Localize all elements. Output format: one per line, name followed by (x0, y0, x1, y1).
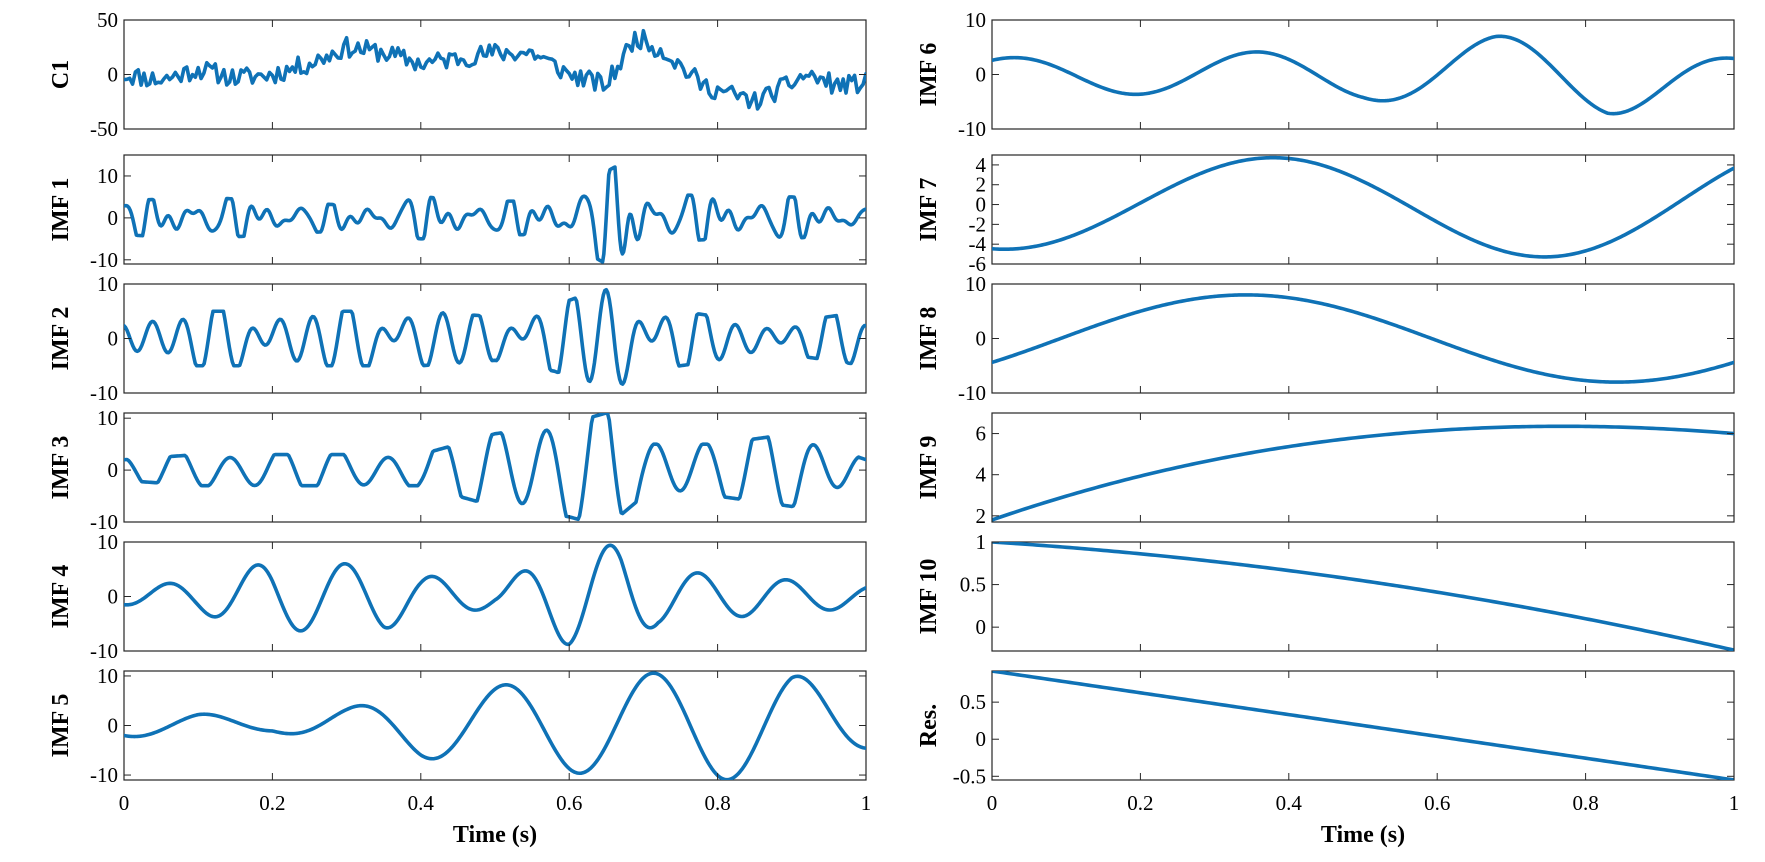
x-tick-label: 0.6 (1424, 791, 1450, 815)
y-tick-label: 0 (976, 327, 987, 351)
y-axis-label: IMF 4 (48, 565, 74, 629)
y-tick-label: 0 (108, 458, 119, 482)
series-line (124, 165, 866, 264)
y-axis-label: IMF 7 (916, 178, 942, 242)
y-tick-label: 0 (976, 193, 987, 217)
y-tick-label: -4 (969, 232, 987, 256)
axes-frame (123, 412, 867, 523)
x-tick-label: 0.2 (1127, 791, 1153, 815)
x-tick-label: 1 (1729, 791, 1740, 815)
y-tick-label: -0.5 (953, 764, 986, 788)
x-axis-label: Time (s) (453, 822, 537, 848)
panel-imf-9: 6 4 2 IMF 9 (916, 412, 1735, 528)
y-tick-label: 6 (976, 422, 987, 446)
y-tick-label: -50 (90, 117, 118, 141)
axes-frame (991, 283, 1735, 394)
series-line (992, 34, 1734, 116)
series-line (124, 671, 866, 780)
series-line (992, 424, 1734, 522)
panel-imf-8: 10 0 -10 IMF 8 (916, 272, 1735, 405)
x-tick-label: 0.4 (1276, 791, 1303, 815)
series-line (124, 413, 866, 522)
y-tick-label: -2 (969, 212, 987, 236)
axes-frame (991, 541, 1735, 652)
y-tick-label: 10 (97, 272, 118, 296)
axes-frame (123, 19, 867, 130)
x-tick-label: 0.8 (704, 791, 730, 815)
x-tick-label: 0.8 (1572, 791, 1598, 815)
y-tick-label: 0 (108, 714, 119, 738)
panel-imf-2: 10 0 -10 IMF 2 (48, 272, 867, 405)
y-tick-label: 10 (97, 664, 118, 688)
y-tick-label: 2 (976, 504, 987, 528)
y-tick-label: 2 (976, 173, 987, 197)
series-line (992, 671, 1734, 780)
y-tick-label: 4 (976, 463, 987, 487)
y-tick-label: 4 (976, 153, 987, 177)
y-tick-label: 0 (108, 585, 119, 609)
y-axis-label: IMF 10 (916, 559, 942, 635)
y-tick-label: 1 (976, 530, 987, 554)
y-tick-label: 0 (108, 327, 119, 351)
y-axis-label: IMF 3 (48, 436, 74, 500)
series-line (992, 155, 1734, 259)
axes-frame (991, 412, 1735, 523)
x-tick-label: 0.6 (556, 791, 582, 815)
y-tick-label: 0 (108, 63, 119, 87)
y-tick-label: 0 (976, 615, 987, 639)
panel-c1: 50 0 -50 C1 (48, 8, 867, 141)
y-tick-label: -10 (958, 381, 986, 405)
panel-imf-3: 10 0 -10 IMF 3 (48, 406, 867, 534)
y-tick-label: -10 (90, 248, 118, 272)
y-tick-label: 0 (976, 63, 987, 87)
series-line (124, 28, 866, 111)
panel-imf-6: 10 0 -10 IMF 6 (916, 8, 1735, 141)
y-axis-label: IMF 6 (916, 43, 942, 107)
x-axis-label: Time (s) (1321, 822, 1405, 848)
y-axis-label: IMF 2 (48, 307, 74, 371)
x-tick-label: 1 (861, 791, 872, 815)
y-axis-label: Res. (916, 704, 942, 747)
y-tick-label: 0 (108, 206, 119, 230)
y-tick-label: 10 (965, 8, 986, 32)
y-tick-label: 0.5 (960, 573, 986, 597)
y-tick-label: -10 (90, 510, 118, 534)
y-tick-label: -6 (969, 252, 987, 276)
y-axis-label: IMF 1 (48, 178, 74, 242)
y-tick-label: 10 (97, 164, 118, 188)
x-tick-label: 0.2 (259, 791, 285, 815)
y-tick-label: -10 (90, 763, 118, 787)
series-line (992, 293, 1734, 384)
y-tick-label: 0.5 (960, 690, 986, 714)
y-tick-label: -10 (958, 117, 986, 141)
y-axis-label: IMF 8 (916, 307, 942, 371)
y-tick-label: -10 (90, 639, 118, 663)
x-tick-label: 0 (119, 791, 130, 815)
panel-imf-10: 1 0.5 0 IMF 10 (916, 530, 1735, 652)
axes-frame (991, 19, 1735, 130)
y-tick-label: -10 (90, 381, 118, 405)
axes-frame (123, 541, 867, 652)
x-tick-label: 0 (987, 791, 998, 815)
y-tick-label: 0 (976, 727, 987, 751)
x-tick-label: 0.4 (408, 791, 435, 815)
series-line (992, 542, 1734, 651)
panel-imf-1: 10 0 -10 IMF 1 (48, 154, 867, 272)
y-axis-label: IMF 9 (916, 436, 942, 500)
panel-imf-7: 420-2-4-6 IMF 7 (916, 153, 1735, 276)
axes-frame (991, 154, 1735, 265)
y-tick-label: 50 (97, 8, 118, 32)
series-line (124, 543, 866, 647)
y-tick-label: 10 (97, 530, 118, 554)
panel-imf-4: 10 0 -10 IMF 4 (48, 530, 867, 663)
y-tick-label: 10 (965, 272, 986, 296)
y-axis-label: IMF 5 (48, 694, 74, 758)
series-line (124, 287, 866, 386)
axes-frame (123, 283, 867, 394)
y-axis-label: C1 (48, 60, 74, 89)
y-tick-label: 10 (97, 406, 118, 430)
